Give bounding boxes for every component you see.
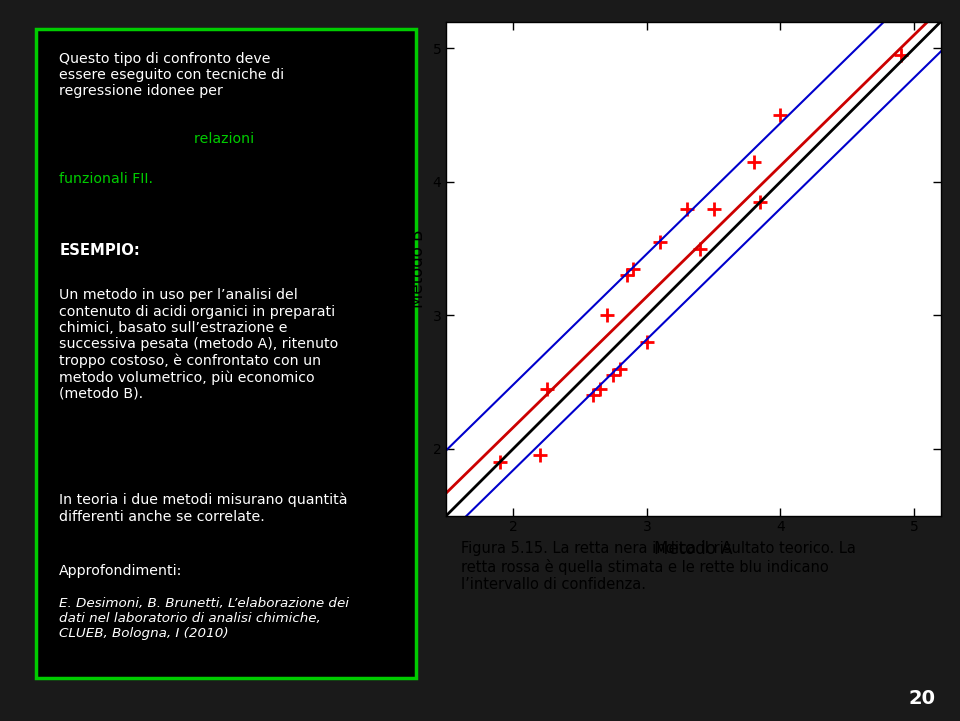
X-axis label: Metodo A: Metodo A xyxy=(655,540,732,558)
Text: funzionali FII.: funzionali FII. xyxy=(60,172,154,186)
Text: Un metodo in uso per l’analisi del
contenuto di acidi organici in preparati
chim: Un metodo in uso per l’analisi del conte… xyxy=(60,288,339,401)
Y-axis label: Metodo B: Metodo B xyxy=(409,229,427,308)
Text: 20: 20 xyxy=(909,689,936,708)
Text: Approfondimenti:: Approfondimenti: xyxy=(60,564,182,578)
Text: relazioni: relazioni xyxy=(60,132,254,146)
Text: In teoria i due metodi misurano quantità
differenti anche se correlate.: In teoria i due metodi misurano quantità… xyxy=(60,493,348,523)
Text: Figura 5.15. La retta nera indica il risultato teorico. La
retta rossa è quella : Figura 5.15. La retta nera indica il ris… xyxy=(461,541,856,592)
Text: ESEMPIO:: ESEMPIO: xyxy=(60,243,140,258)
Text: Questo tipo di confronto deve
essere eseguito con tecniche di
regressione idonee: Questo tipo di confronto deve essere ese… xyxy=(60,52,284,98)
Text: E. Desimoni, B. Brunetti, L’elaborazione dei
dati nel laboratorio di analisi chi: E. Desimoni, B. Brunetti, L’elaborazione… xyxy=(60,597,349,640)
